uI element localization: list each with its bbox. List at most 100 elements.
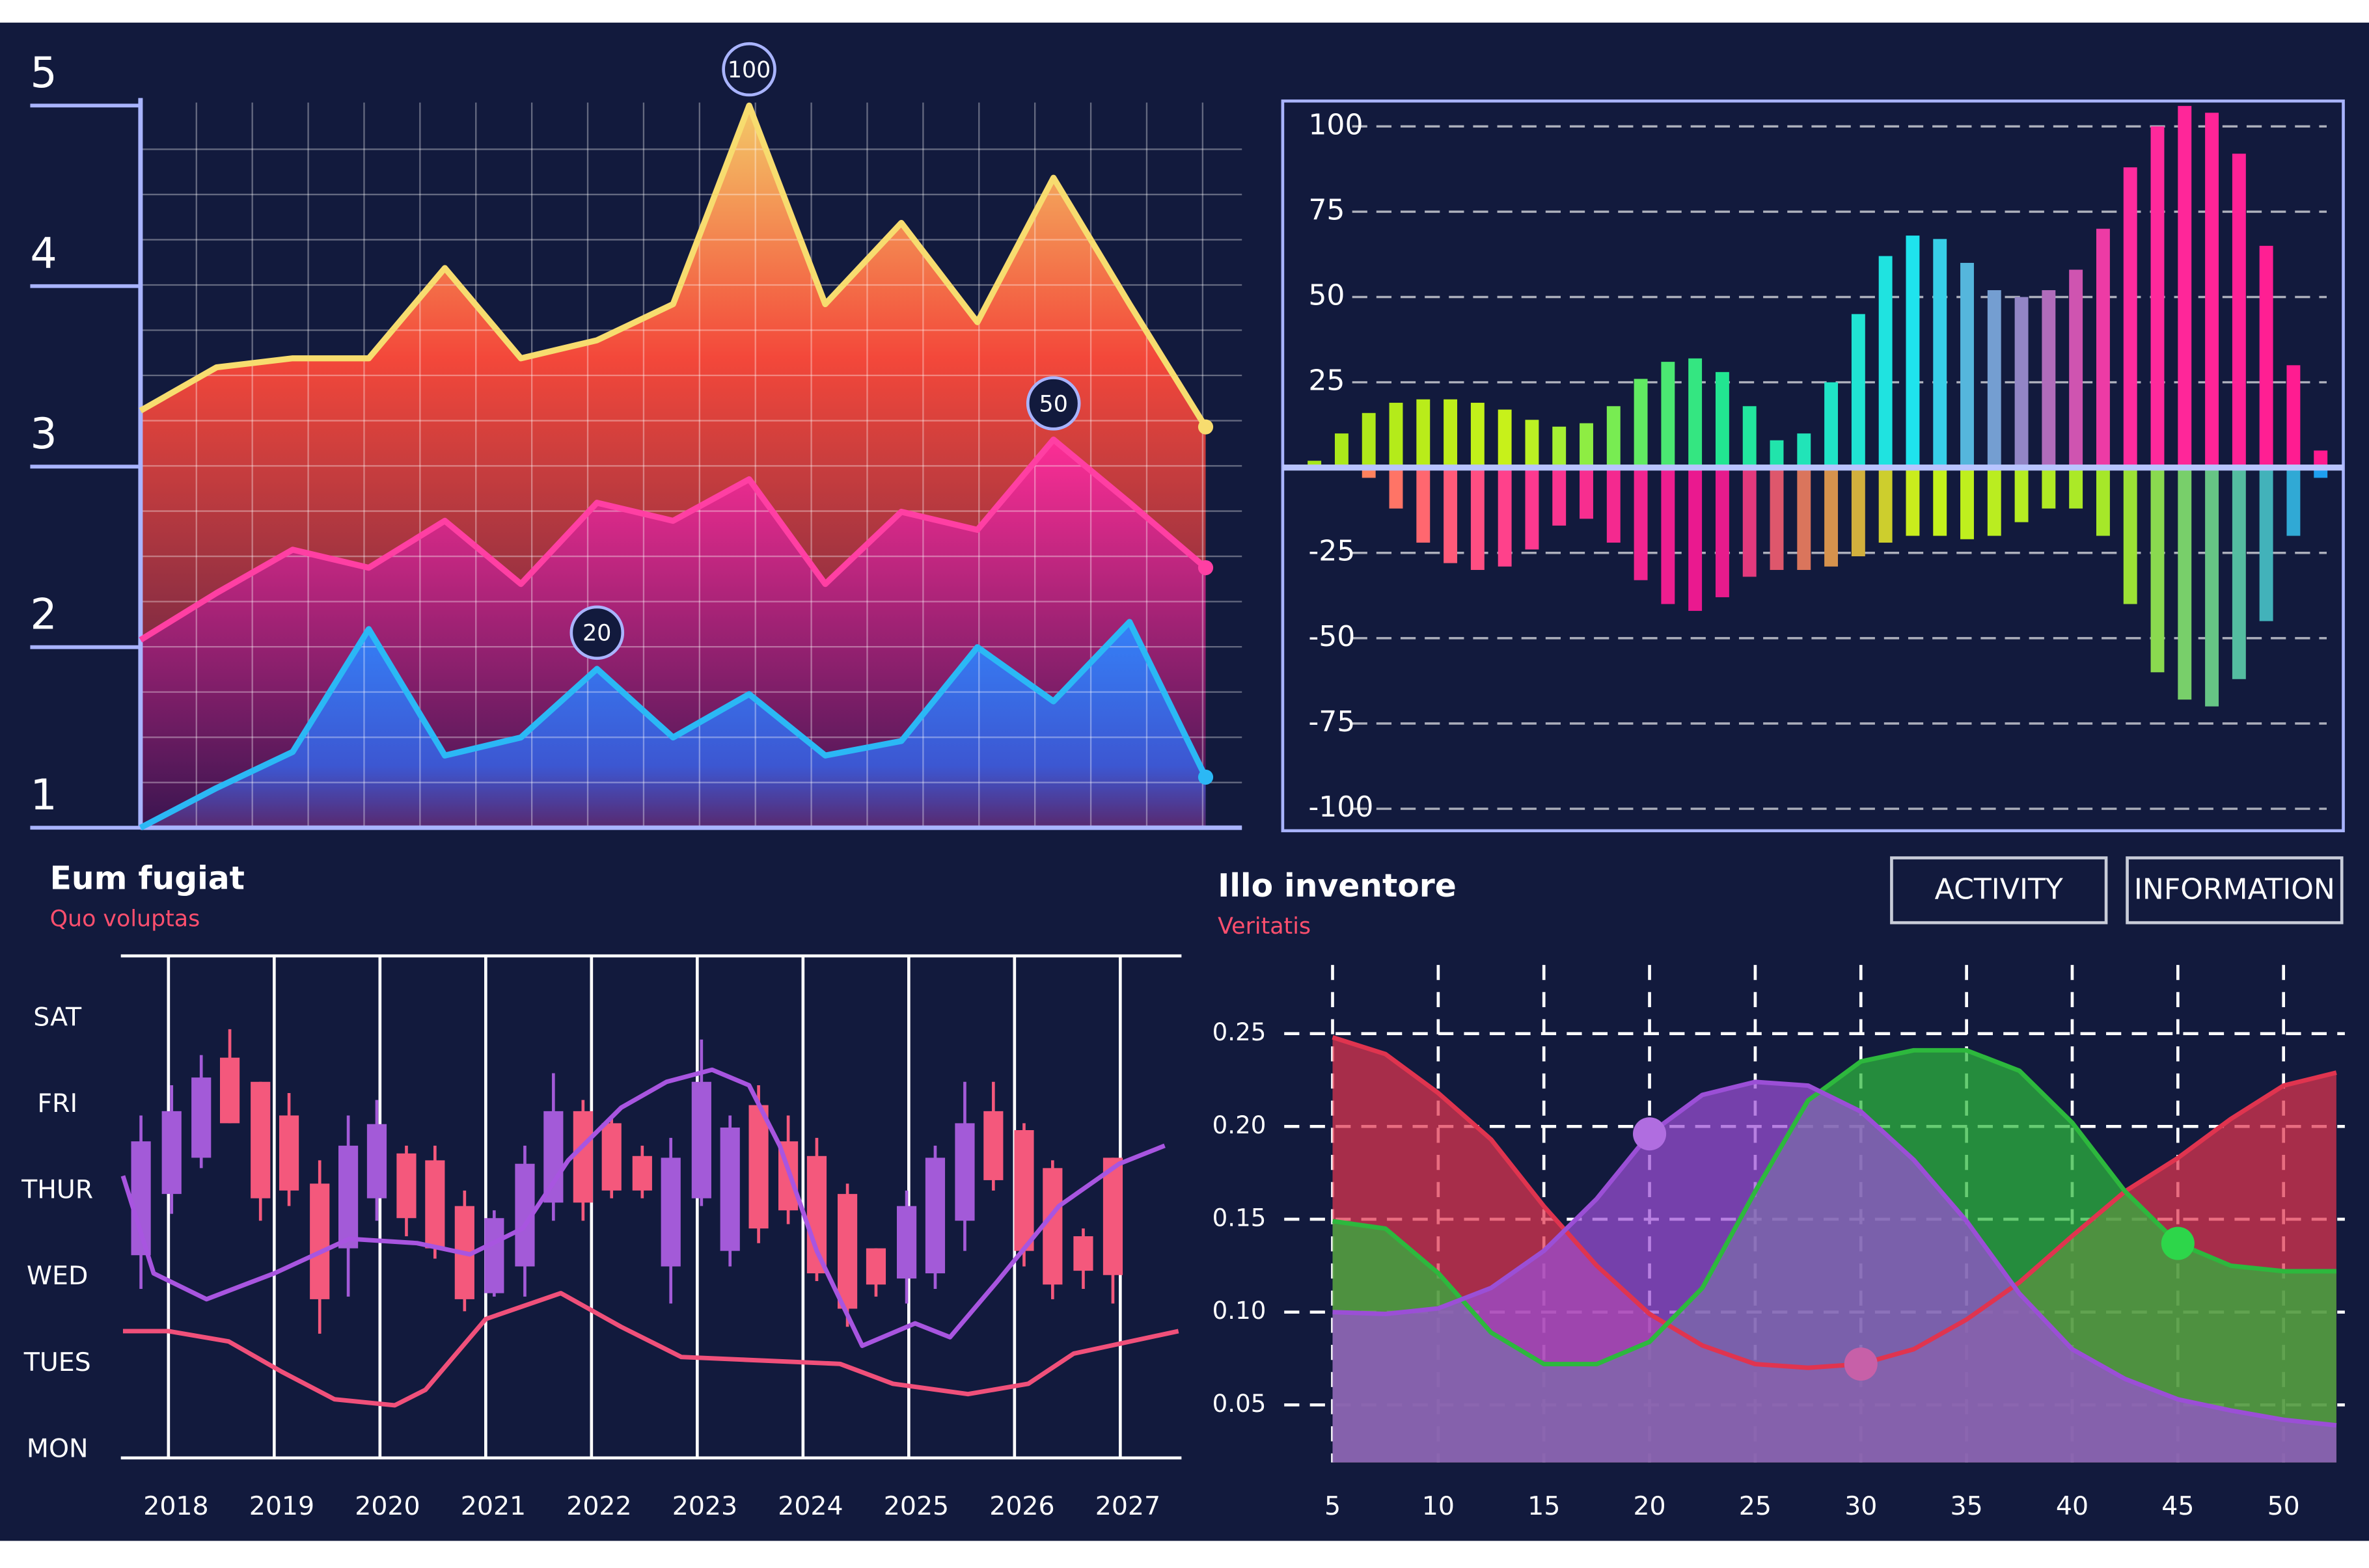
bar xyxy=(1552,426,1567,468)
series-line xyxy=(139,102,1209,429)
candle-body xyxy=(748,1105,769,1229)
bar xyxy=(1580,423,1593,468)
candle-body xyxy=(220,1057,240,1124)
area-fill xyxy=(140,621,1206,828)
bar xyxy=(2150,126,2165,468)
bar xyxy=(1661,467,1675,604)
chart-subtitle: Veritatis xyxy=(1218,913,1311,939)
y-tick-label: 2 xyxy=(30,590,57,639)
bar xyxy=(1661,362,1675,468)
series-line xyxy=(139,619,1209,831)
candle-body xyxy=(573,1111,593,1203)
annotation-circle xyxy=(722,42,776,97)
y-tick-label: 0.10 xyxy=(1212,1297,1267,1325)
bar xyxy=(2042,467,2056,509)
chart-subtitle: Quo voluptas xyxy=(50,906,200,932)
candle-body xyxy=(425,1160,445,1249)
candle-body xyxy=(1102,1157,1123,1275)
x-tick-label: 10 xyxy=(1422,1491,1455,1521)
candle-body xyxy=(366,1124,387,1198)
bar xyxy=(1552,467,1567,526)
candle-body xyxy=(279,1115,299,1191)
series-line xyxy=(122,1291,1179,1408)
x-tick-label: 2026 xyxy=(989,1491,1054,1521)
point-marker xyxy=(1633,1117,1667,1151)
y-tick-label: 0.20 xyxy=(1212,1111,1267,1139)
bar xyxy=(1498,409,1512,468)
x-tick-label: 45 xyxy=(2161,1491,2194,1521)
bar xyxy=(1362,412,1376,468)
candle-body xyxy=(661,1157,681,1267)
candle-body xyxy=(543,1111,564,1203)
y-tick-label: -25 xyxy=(1308,535,1355,568)
bar xyxy=(1933,239,1947,468)
bar xyxy=(2178,105,2192,468)
y-tick-label: THUR xyxy=(21,1175,93,1205)
bar xyxy=(1824,382,1839,468)
y-tick-label: 75 xyxy=(1308,193,1345,226)
bar xyxy=(1470,403,1485,468)
end-point xyxy=(1198,419,1214,435)
x-tick-label: 35 xyxy=(1951,1491,1983,1521)
bar xyxy=(2123,467,2137,604)
annotation-circle xyxy=(569,605,625,660)
candle-body xyxy=(925,1157,946,1274)
y-tick-label: -100 xyxy=(1308,791,1373,824)
bar xyxy=(1688,467,1703,611)
bar xyxy=(2178,467,2192,700)
series-line xyxy=(120,1067,1166,1348)
bar xyxy=(2069,467,2083,509)
bar xyxy=(1606,406,1621,468)
bar xyxy=(2232,154,2246,468)
x-tick-label: 2024 xyxy=(778,1491,843,1521)
chart-title: Illo inventore xyxy=(1218,868,1457,904)
point-marker xyxy=(1844,1347,1878,1381)
annotation: 50 xyxy=(1039,391,1068,417)
bar xyxy=(2042,290,2056,468)
bar xyxy=(1851,314,1865,468)
bar xyxy=(1498,467,1512,567)
bar xyxy=(2150,467,2165,673)
candle-body xyxy=(1014,1130,1034,1251)
x-tick-label: 2025 xyxy=(884,1491,949,1521)
bar xyxy=(1878,256,1893,468)
bar xyxy=(1906,236,1920,468)
bar xyxy=(1797,433,1811,468)
y-tick-label: MON xyxy=(27,1433,89,1463)
x-tick-label: 2021 xyxy=(461,1491,526,1521)
bar xyxy=(1851,467,1865,557)
chart-title: Eum fugiat xyxy=(50,860,245,897)
annotation-circle xyxy=(1026,376,1081,431)
bar xyxy=(2014,297,2029,468)
activity-button[interactable] xyxy=(1890,856,2108,925)
series-line xyxy=(139,436,1208,643)
candle-body xyxy=(691,1081,711,1198)
bar xyxy=(1742,406,1757,468)
y-tick-label: SAT xyxy=(33,1002,82,1032)
bar xyxy=(1416,399,1431,468)
y-tick-label: 25 xyxy=(1308,364,1345,398)
bar xyxy=(2205,467,2219,707)
x-tick-label: 5 xyxy=(1324,1491,1341,1521)
bar xyxy=(1960,467,1974,539)
x-tick-label: 15 xyxy=(1527,1491,1560,1521)
y-tick-label: 0.15 xyxy=(1212,1204,1267,1232)
y-tick-label: 1 xyxy=(30,771,57,820)
bar xyxy=(1933,467,1947,536)
candle-body xyxy=(720,1128,740,1251)
bar xyxy=(2314,450,2328,468)
y-tick-label: 4 xyxy=(30,229,57,278)
bar xyxy=(1824,467,1839,567)
series-line xyxy=(1332,1079,2337,1428)
candle-body xyxy=(1043,1168,1063,1285)
information-button[interactable] xyxy=(2126,856,2344,925)
x-tick-label: 30 xyxy=(1844,1491,1877,1521)
bar xyxy=(1525,467,1539,550)
x-tick-label: 40 xyxy=(2056,1491,2088,1521)
candle-body xyxy=(897,1206,917,1279)
button-label[interactable]: INFORMATION xyxy=(2134,873,2335,906)
candle-body xyxy=(310,1183,330,1299)
button-label[interactable]: ACTIVITY xyxy=(1935,873,2063,906)
